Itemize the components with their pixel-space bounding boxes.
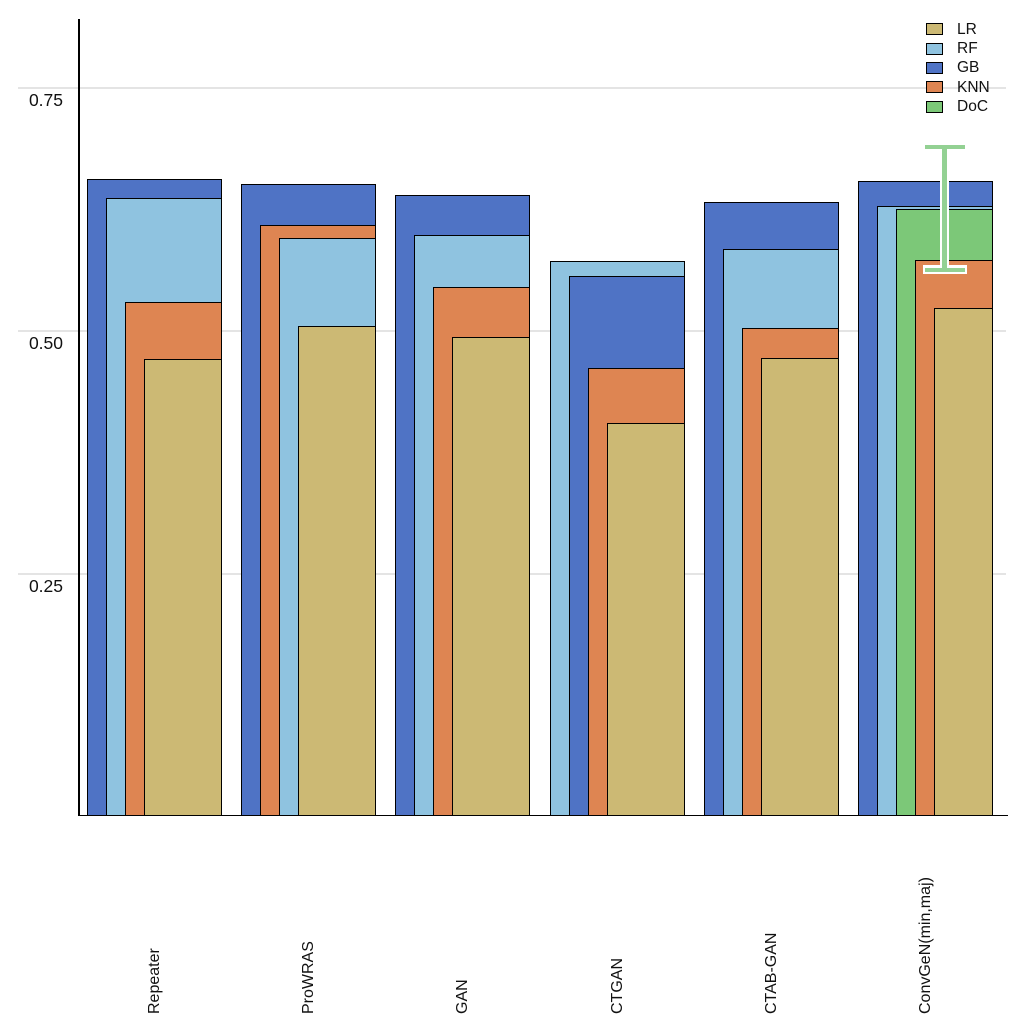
y-gridline <box>18 87 1006 89</box>
legend-item-doc: DoC <box>926 97 990 116</box>
x-tick-label: GAN <box>453 979 471 1014</box>
legend-item-gb: GB <box>926 58 990 77</box>
error-bar-cap-bottom <box>924 267 965 272</box>
legend-label: LR <box>957 20 977 38</box>
legend-label: GB <box>957 59 980 77</box>
x-tick-label: ConvGeN(min,maj) <box>916 877 934 1014</box>
legend-swatch-rf <box>926 42 943 55</box>
legend-label: RF <box>957 39 978 57</box>
legend-swatch-knn <box>926 81 943 94</box>
bar-lr-2 <box>298 326 376 816</box>
bar-lr-6 <box>934 307 993 816</box>
bar-lr-1 <box>144 359 222 816</box>
legend-swatch-gb <box>926 61 943 74</box>
legend-item-rf: RF <box>926 39 990 58</box>
y-tick-label: 0.50 <box>28 333 63 353</box>
legend-swatch-doc <box>926 100 943 113</box>
legend-label: DoC <box>957 98 989 116</box>
x-axis-spine <box>78 814 1008 817</box>
bar-lr-4 <box>607 423 685 816</box>
legend-item-knn: KNN <box>926 78 990 97</box>
y-axis-spine <box>78 19 80 816</box>
legend-label: KNN <box>957 78 990 96</box>
error-bar-line <box>942 145 947 272</box>
x-tick-label: CTAB-GAN <box>762 932 780 1014</box>
x-tick-label: Repeater <box>145 948 163 1014</box>
y-tick-label: 0.75 <box>28 90 63 110</box>
x-tick-label: CTGAN <box>608 958 626 1014</box>
legend: LR RF GB KNN DoC <box>926 20 990 117</box>
legend-item-lr: LR <box>926 20 990 39</box>
error-bar-cap-top <box>924 145 965 150</box>
y-tick-label: 0.25 <box>28 576 63 596</box>
x-tick-label: ProWRAS <box>299 941 317 1014</box>
bar-lr-3 <box>452 336 530 816</box>
bar-lr-5 <box>761 358 839 816</box>
legend-swatch-lr <box>926 23 943 36</box>
